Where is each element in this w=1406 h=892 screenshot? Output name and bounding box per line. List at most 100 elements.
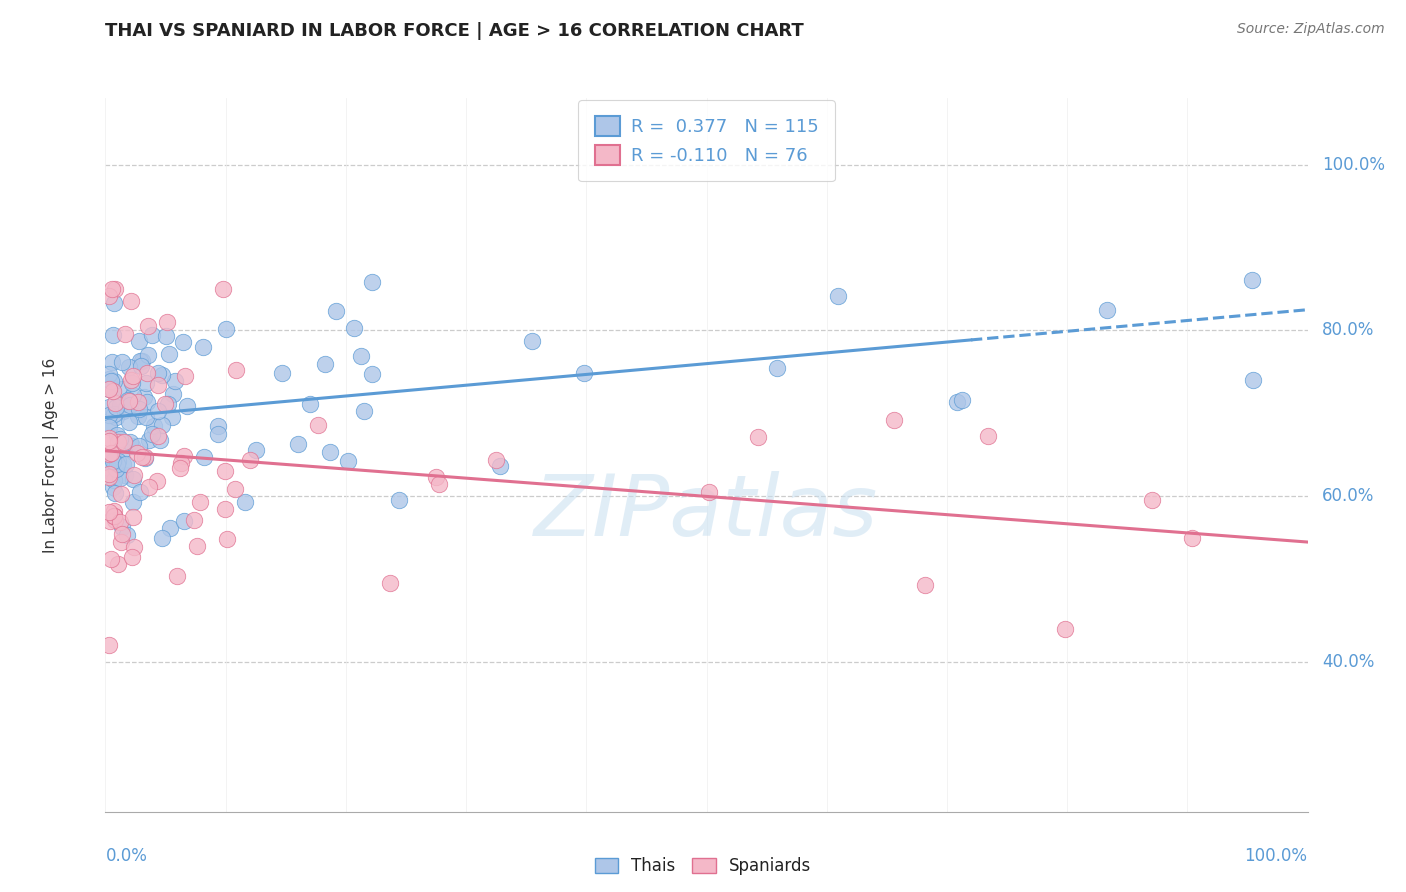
Point (350, 349, 373, 363)
Point (98, 382, 121, 396)
Point (121, 549, 143, 564)
Point (162, 409, 184, 424)
Point (100, 282, 122, 296)
Point (107, 434, 129, 449)
Point (118, 359, 141, 374)
Point (100, 466, 122, 480)
Point (98, 514, 121, 528)
Legend: Thais, Spaniards: Thais, Spaniards (588, 851, 818, 882)
Point (157, 347, 180, 361)
Point (110, 487, 132, 501)
Point (156, 397, 179, 411)
Point (114, 468, 136, 483)
Point (121, 387, 143, 401)
Point (121, 438, 143, 452)
Point (146, 404, 169, 418)
Point (883, 413, 905, 427)
Point (121, 369, 143, 384)
Point (138, 480, 160, 494)
Point (101, 382, 124, 396)
Point (117, 393, 139, 408)
Point (111, 382, 134, 396)
Point (108, 471, 131, 485)
Point (103, 296, 125, 310)
Point (1181, 531, 1204, 545)
Point (98, 431, 121, 445)
Point (138, 434, 160, 448)
Point (98, 289, 121, 303)
Point (100, 446, 122, 460)
Point (112, 435, 135, 450)
Point (141, 327, 163, 342)
Point (135, 409, 157, 424)
Point (104, 462, 127, 476)
Point (314, 358, 336, 372)
Point (98, 383, 121, 397)
Point (353, 403, 375, 417)
Point (118, 416, 141, 430)
Point (110, 526, 132, 541)
Text: 80.0%: 80.0% (1322, 321, 1375, 340)
Point (827, 289, 849, 303)
Point (150, 531, 173, 545)
Point (155, 328, 177, 343)
Text: In Labor Force | Age > 16: In Labor Force | Age > 16 (44, 358, 59, 552)
Text: Source: ZipAtlas.com: Source: ZipAtlas.com (1237, 22, 1385, 37)
Point (118, 434, 141, 449)
Point (107, 454, 129, 468)
Point (101, 454, 124, 468)
Point (101, 327, 124, 342)
Point (239, 453, 262, 467)
Point (136, 394, 159, 409)
Point (214, 464, 236, 478)
Point (120, 293, 142, 308)
Point (112, 443, 135, 458)
Point (142, 419, 165, 434)
Point (162, 387, 184, 401)
Point (134, 451, 156, 466)
Point (108, 398, 131, 412)
Point (173, 514, 195, 528)
Point (977, 429, 1000, 443)
Point (103, 473, 125, 487)
Point (765, 360, 787, 375)
Point (159, 521, 181, 535)
Point (129, 359, 152, 373)
Point (122, 468, 145, 483)
Point (307, 417, 329, 432)
Text: 60.0%: 60.0% (1322, 487, 1375, 506)
Point (425, 469, 447, 483)
Point (128, 334, 150, 348)
Point (150, 417, 173, 432)
Point (193, 450, 215, 464)
Point (136, 348, 159, 362)
Point (135, 376, 157, 390)
Point (173, 449, 195, 463)
Point (945, 395, 967, 409)
Point (98, 505, 121, 519)
Point (98, 372, 121, 386)
Point (98, 416, 121, 430)
Point (108, 515, 131, 529)
Point (387, 492, 409, 507)
Point (207, 426, 229, 441)
Text: 100.0%: 100.0% (1322, 155, 1385, 174)
Point (165, 374, 187, 388)
Point (1095, 303, 1118, 318)
Point (150, 368, 173, 382)
Point (128, 354, 150, 368)
Point (120, 398, 142, 412)
Text: ZIPatlas: ZIPatlas (534, 470, 879, 554)
Point (98, 447, 121, 461)
Point (101, 384, 124, 398)
Point (98, 467, 121, 481)
Point (122, 495, 145, 509)
Point (176, 399, 198, 413)
Point (245, 442, 267, 457)
Point (128, 439, 150, 453)
Point (100, 448, 122, 462)
Point (914, 578, 936, 592)
Point (111, 519, 134, 533)
Point (271, 366, 294, 380)
Point (489, 458, 512, 473)
